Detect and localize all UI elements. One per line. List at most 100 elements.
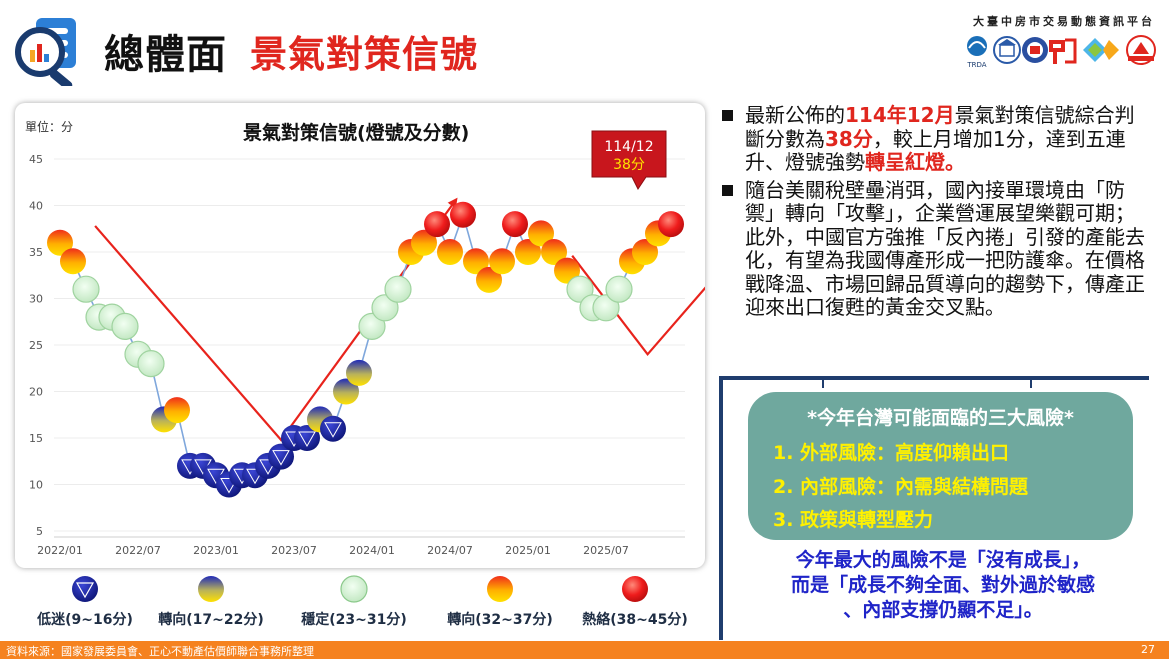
platform-logo (15, 18, 76, 86)
point-red (424, 211, 450, 238)
point-green (592, 294, 620, 322)
x-tick-label: 2023/07 (271, 544, 317, 557)
chart-legend: 低迷(9~16分) 轉向(17~22分) 穩定(23~31分) 轉向(32~37… (30, 573, 710, 633)
latest-callout: 114/12 38分 (591, 130, 667, 190)
bullet-outlook: 隨台美關稅壁壘消弭，國內接單環境由「防禦」轉向「攻擊」，企業營運展望樂觀可期；此… (720, 178, 1145, 320)
point-yellow-red (437, 239, 463, 265)
risk-item-internal: 2. 內部風險：內需與結構問題 (773, 476, 1029, 498)
risk-conclusion-line: 、內部支撐仍顯不足」。 (843, 599, 1043, 621)
bullet-square-icon (722, 110, 733, 121)
yellow-blue-signal-icon (198, 576, 224, 602)
data-points (47, 201, 684, 498)
point-green (605, 275, 633, 303)
point-blue (320, 415, 346, 442)
x-tick-label: 2024/01 (349, 544, 395, 557)
risk-conclusion: 今年最大的風險不是「沒有成長」， 而是「成長不夠全面、對外過於敏感 、內部支撐仍… (733, 548, 1153, 623)
x-tick-label: 2023/01 (193, 544, 239, 557)
point-yellow-red (463, 248, 489, 275)
score-line (59, 212, 672, 486)
commentary: 最新公佈的114年12月景氣對策信號綜合判斷分數為38分，較上月增加1分，達到五… (720, 103, 1145, 324)
unit-label: 單位：分 (25, 119, 73, 134)
bullet-square-icon (722, 184, 733, 196)
legend-label-blue: 低迷(9~16分) (37, 612, 133, 628)
platform-name: 大臺中房市交易動態資訊平台 (973, 15, 1155, 28)
ctreaa-logo-icon (1126, 35, 1156, 65)
x-axis: 2022/01 2022/07 2023/01 2023/07 2024/01 2024/… (37, 536, 685, 557)
legend-item-red: 熱絡(38~45分) (570, 573, 700, 629)
risk-conclusion-line: 而是「成長不夠全面、對外過於敏感 (790, 574, 1095, 596)
highlight-text: 38分 (825, 126, 873, 151)
x-tick-label: 2024/07 (427, 544, 473, 557)
risk-frame (719, 376, 1149, 640)
legend-item-yellow-blue: 轉向(17~22分) (146, 573, 276, 629)
point-green (111, 312, 139, 340)
callout-box (591, 130, 667, 190)
legend-item-yellow-red: 轉向(32~37分) (435, 573, 565, 629)
red-mark-icon (1049, 38, 1077, 64)
point-yellow-red (164, 397, 190, 424)
legend-label-yellow-blue: 轉向(17~22分) (158, 612, 264, 628)
y-tick-label: 10 (29, 479, 43, 492)
y-axis: 5 10 15 20 25 30 35 40 45 (29, 153, 685, 538)
yellow-red-signal-icon (487, 576, 513, 602)
trend-arrow-0 (94, 197, 458, 442)
highlight-text: 114年12月 (845, 103, 955, 127)
partner-logos: TRDA (966, 35, 1156, 69)
point-green (384, 275, 412, 303)
x-tick-label: 2025/01 (505, 544, 551, 557)
point-red (450, 201, 476, 228)
page-title: 總體面 (104, 32, 227, 78)
point-green (137, 350, 165, 378)
green-signal-icon (340, 575, 368, 603)
y-tick-label: 40 (29, 200, 43, 213)
point-blue (294, 425, 320, 451)
risk-conclusion-line: 今年最大的風險不是「沒有成長」， (795, 549, 1091, 571)
point-yellow-red (489, 248, 515, 275)
x-tick-label: 2022/07 (115, 544, 161, 557)
x-tick-label: 2022/01 (37, 544, 83, 557)
risk-frame-tick (1030, 376, 1032, 388)
signal-chart-card: 單位：分 景氣對策信號(燈號及分數) 5 10 15 20 25 30 35 40 45 202… (15, 103, 705, 568)
callout-score: 38分 (613, 157, 645, 173)
y-tick-label: 35 (29, 246, 43, 259)
y-tick-label: 5 (36, 525, 43, 538)
trda-text: TRDA (966, 61, 986, 69)
legend-label-red: 熱絡(38~45分) (582, 612, 688, 628)
point-blue (268, 443, 294, 470)
legend-item-green: 穩定(23~31分) (289, 573, 419, 629)
point-yellow-blue (333, 378, 359, 405)
point-green (72, 275, 100, 303)
highlight-text: 轉呈紅燈。 (865, 150, 965, 174)
legend-item-blue: 低迷(9~16分) (20, 573, 150, 629)
y-tick-label: 25 (29, 339, 43, 352)
legend-label-green: 穩定(23~31分) (301, 612, 407, 628)
page-subtitle: 景氣對策信號 (250, 33, 478, 76)
association-seal-icon (1022, 37, 1048, 63)
trda-logo-icon: TRDA (966, 36, 987, 69)
risk-item-policy: 3. 政策與轉型壓力 (773, 509, 934, 531)
point-red (658, 211, 684, 238)
bullet-latest-score: 最新公佈的114年12月景氣對策信號綜合判斷分數為38分，較上月增加1分，達到五… (720, 103, 1145, 175)
risk-title: *今年台灣可能面臨的三大風險* (807, 407, 1074, 429)
source-note: 資料來源：國家發展委員會、正心不動產估價師聯合事務所整理 (6, 645, 314, 658)
trend-arrow-1 (571, 255, 705, 357)
risk-box: *今年台灣可能面臨的三大風險* 1. 外部風險：高度仰賴出口 2. 內部風險：內… (748, 392, 1133, 540)
chart-title: 景氣對策信號(燈號及分數) (243, 121, 469, 144)
signal-chart: 單位：分 景氣對策信號(燈號及分數) 5 10 15 20 25 30 35 40 45 202… (25, 119, 705, 557)
colorful-diamond-icon (1083, 38, 1119, 62)
point-yellow-red (411, 229, 437, 256)
risk-frame-tick (822, 376, 824, 388)
point-yellow-red (47, 229, 73, 256)
red-signal-icon (622, 576, 648, 602)
risk-item-external: 1. 外部風險：高度仰賴出口 (773, 442, 1010, 464)
point-yellow-red (528, 220, 554, 247)
point-yellow-red (632, 239, 658, 265)
point-yellow-red (515, 239, 541, 265)
point-green (566, 275, 594, 303)
y-tick-label: 15 (29, 432, 43, 445)
y-tick-label: 45 (29, 153, 43, 166)
bullet-text: ，較上月增加1分，達到五連升、燈號強勢 (745, 126, 1126, 174)
y-tick-label: 30 (29, 293, 43, 306)
government-seal-icon (993, 36, 1021, 64)
x-tick-label: 2025/07 (583, 544, 629, 557)
